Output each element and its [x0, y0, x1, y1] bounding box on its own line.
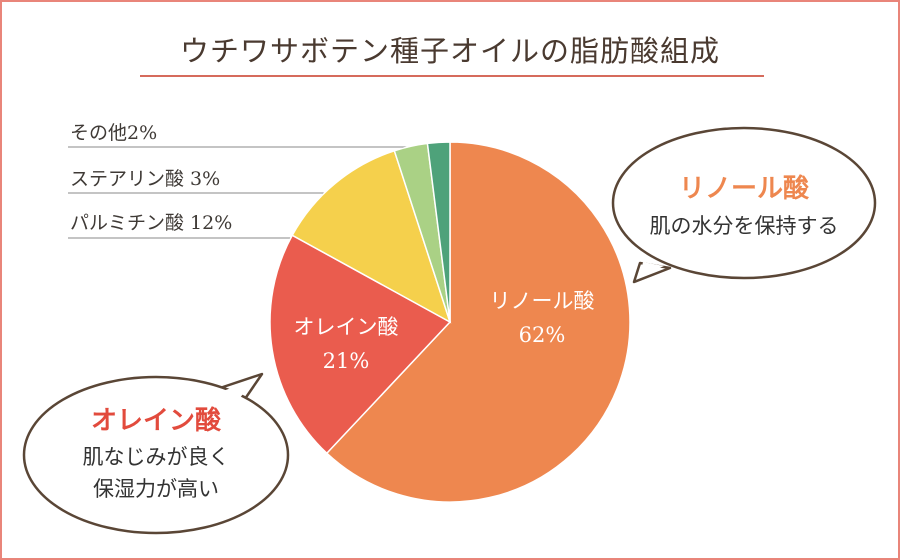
pie-slice-linoleic	[325, 141, 631, 503]
slice-label-oleic-value: 21%	[323, 349, 370, 373]
side-label-palmitic: パルミチン酸 12%	[70, 212, 233, 234]
linoleic-callout-text: 肌の水分を保持する	[649, 214, 839, 238]
oleic-callout-line-1: 肌なじみが良く	[82, 445, 230, 469]
oleic-callout-line-2: 保湿力が高い	[93, 477, 219, 501]
oleic-callout-title: オレイン酸	[90, 406, 221, 436]
chart-title: ウチワサボテン種子オイルの脂肪酸組成	[179, 34, 720, 68]
title-underline	[140, 75, 764, 77]
pie-slice-oleic	[269, 234, 452, 455]
linoleic-callout-title: リノール酸	[678, 174, 809, 204]
pie-slice-palmitic	[291, 149, 452, 324]
slice-label-linoleic-name: リノール酸	[490, 289, 595, 313]
oleic-callout-tail-cover	[220, 380, 254, 408]
linoleic-callout-ellipse	[611, 126, 877, 280]
slice-label-linoleic-value: 62%	[519, 323, 566, 347]
slice-label-oleic-name: オレイン酸	[294, 315, 399, 339]
oleic-callout-ellipse	[22, 375, 290, 535]
side-label-other: その他2%	[70, 122, 158, 144]
side-label-stearic: ステアリン酸 3%	[70, 168, 221, 190]
linoleic-callout-tail-cover	[640, 262, 664, 276]
pie-slice-other	[426, 141, 451, 323]
